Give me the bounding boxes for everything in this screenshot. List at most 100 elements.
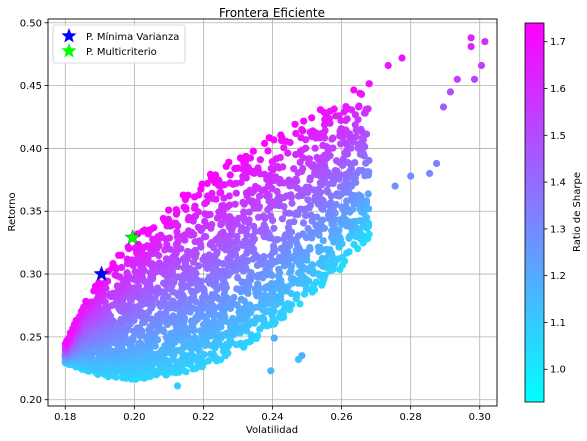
scatter-point — [280, 144, 287, 151]
scatter-point — [199, 181, 206, 188]
scatter-point — [195, 224, 202, 231]
scatter-point — [207, 171, 214, 178]
scatter-point — [125, 243, 132, 250]
colorbar: 1.01.11.21.31.41.51.61.7 Ratio de Sharpe — [525, 23, 583, 402]
scatter-point — [201, 218, 208, 225]
scatter-point — [471, 76, 478, 83]
scatter-point — [163, 255, 170, 262]
scatter-point — [237, 154, 244, 161]
scatter-point — [344, 115, 351, 122]
scatter-point — [319, 255, 326, 262]
scatter-point — [306, 244, 313, 251]
scatter-point — [201, 253, 208, 260]
scatter-point — [275, 266, 282, 273]
x-tick-label: 0.24 — [261, 412, 283, 423]
scatter-point — [385, 62, 392, 69]
scatter-point — [185, 227, 192, 234]
scatter-point — [262, 284, 269, 291]
scatter-point — [290, 165, 297, 172]
x-tick-label: 0.18 — [54, 412, 76, 423]
scatter-point — [192, 238, 199, 245]
scatter-points — [62, 34, 489, 389]
scatter-point — [282, 210, 289, 217]
scatter-point — [298, 126, 305, 133]
scatter-point — [332, 167, 339, 174]
scatter-point — [267, 367, 274, 374]
y-axis-label: Retorno — [7, 192, 18, 231]
scatter-point — [233, 285, 240, 292]
scatter-point — [313, 154, 320, 161]
scatter-point — [426, 170, 433, 177]
scatter-point — [165, 207, 172, 214]
scatter-point — [235, 215, 242, 222]
scatter-point — [191, 193, 198, 200]
y-tick-label: 0.40 — [20, 144, 42, 155]
scatter-point — [305, 225, 312, 232]
colorbar-tick-label: 1.1 — [550, 318, 566, 329]
scatter-point — [323, 187, 330, 194]
x-axis-label: Volatilidad — [246, 425, 298, 436]
scatter-point — [233, 190, 240, 197]
scatter-point — [225, 159, 232, 166]
scatter-point — [204, 192, 211, 199]
scatter-point — [300, 118, 307, 125]
scatter-point — [440, 103, 447, 110]
scatter-point — [286, 219, 293, 226]
scatter-point — [170, 312, 177, 319]
colorbar-tick-label: 1.7 — [550, 37, 566, 48]
scatter-point — [271, 335, 278, 342]
scatter-point — [308, 114, 315, 121]
scatter-point — [254, 164, 261, 171]
legend-label-multicriteria: P. Multicriterio — [86, 47, 157, 58]
scatter-point — [276, 254, 283, 261]
scatter-point — [67, 329, 74, 336]
scatter-point — [227, 171, 234, 178]
scatter-point — [468, 34, 475, 41]
scatter-point — [347, 223, 354, 230]
scatter-point — [173, 206, 180, 213]
scatter-point — [136, 340, 143, 347]
scatter-point — [253, 314, 260, 321]
scatter-point — [270, 225, 277, 232]
scatter-point — [313, 279, 320, 286]
scatter-point — [261, 140, 268, 147]
scatter-point — [363, 106, 370, 113]
scatter-point — [233, 233, 240, 240]
scatter-point — [277, 131, 284, 138]
scatter-point — [185, 214, 192, 221]
scatter-point — [319, 142, 326, 149]
scatter-point — [355, 167, 362, 174]
scatter-point — [261, 221, 268, 228]
scatter-point — [156, 259, 163, 266]
scatter-point — [63, 337, 70, 344]
scatter-point — [230, 294, 237, 301]
scatter-point — [447, 88, 454, 95]
y-tick-label: 0.20 — [20, 395, 42, 406]
scatter-point — [312, 145, 319, 152]
scatter-point — [468, 43, 475, 50]
scatter-point — [317, 106, 324, 113]
scatter-point — [257, 156, 264, 163]
colorbar-tick-label: 1.3 — [550, 224, 566, 235]
scatter-point — [342, 103, 349, 110]
scatter-point — [124, 256, 131, 263]
scatter-point — [356, 90, 363, 97]
x-tick-label: 0.22 — [192, 412, 214, 423]
colorbar-tick-label: 1.5 — [550, 131, 566, 142]
scatter-point — [73, 317, 80, 324]
scatter-point — [454, 76, 461, 83]
colorbar-label: Ratio de Sharpe — [572, 172, 583, 252]
scatter-point — [338, 125, 345, 132]
scatter-point — [160, 215, 167, 222]
scatter-point — [132, 268, 139, 275]
scatter-point — [124, 269, 131, 276]
scatter-point — [329, 135, 336, 142]
y-tick-label: 0.25 — [20, 332, 42, 343]
scatter-point — [350, 86, 357, 93]
x-tick-label: 0.20 — [123, 412, 145, 423]
scatter-point — [117, 316, 124, 323]
scatter-point — [216, 189, 223, 196]
colorbar-tick-label: 1.0 — [550, 365, 566, 376]
colorbar-tick-label: 1.4 — [550, 178, 566, 189]
scatter-point — [112, 271, 119, 278]
